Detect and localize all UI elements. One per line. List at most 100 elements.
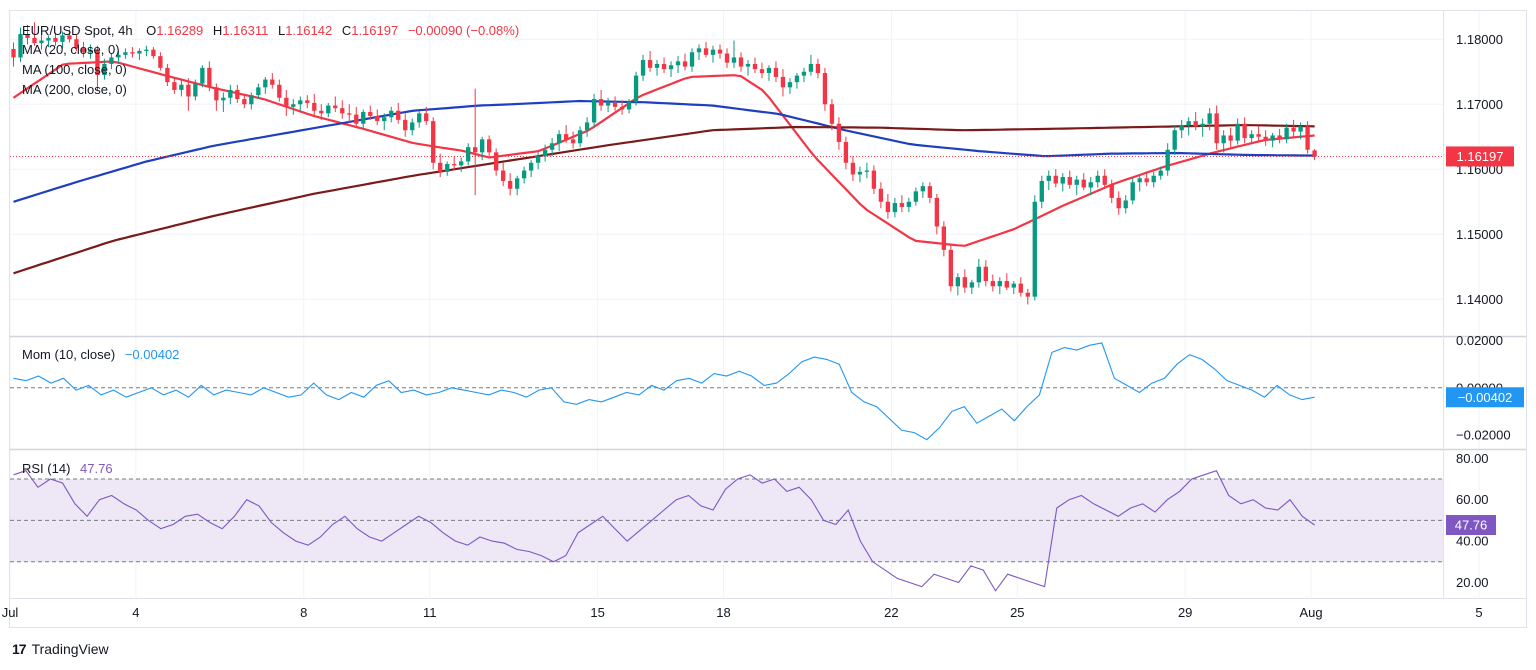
candle[interactable] <box>207 61 212 92</box>
time-tick-label[interactable]: 29 <box>1178 605 1192 620</box>
candle[interactable] <box>997 277 1002 295</box>
candle[interactable] <box>556 130 562 152</box>
candle[interactable] <box>333 96 338 113</box>
candle[interactable] <box>710 45 716 63</box>
candle[interactable] <box>88 44 93 59</box>
candle[interactable] <box>1144 171 1149 187</box>
candle[interactable] <box>899 195 905 213</box>
candle[interactable] <box>1291 119 1296 137</box>
candle[interactable] <box>738 52 744 72</box>
candle[interactable] <box>445 161 450 176</box>
candle[interactable] <box>598 89 604 111</box>
candle[interactable] <box>459 157 464 172</box>
momentum-last-badge[interactable] <box>1446 387 1524 408</box>
candle[interactable] <box>682 53 688 71</box>
candle[interactable] <box>403 113 408 137</box>
candle[interactable] <box>829 99 835 131</box>
candle[interactable] <box>1305 121 1310 154</box>
candle[interactable] <box>130 47 135 58</box>
candle[interactable] <box>1256 126 1261 142</box>
time-tick-label[interactable]: 8 <box>300 605 307 620</box>
candle[interactable] <box>864 162 870 179</box>
candle[interactable] <box>878 182 884 209</box>
rsi-tick-label[interactable]: 40.00 <box>1456 534 1489 549</box>
candles[interactable] <box>11 22 1317 305</box>
candle[interactable] <box>661 57 667 74</box>
candle[interactable] <box>843 136 849 170</box>
candle[interactable] <box>39 32 44 50</box>
candle[interactable] <box>1060 173 1065 192</box>
candle[interactable] <box>591 93 597 128</box>
candle[interactable] <box>1228 127 1233 149</box>
candle[interactable] <box>144 45 149 57</box>
candle[interactable] <box>885 193 891 219</box>
candle[interactable] <box>242 93 247 109</box>
candle[interactable] <box>654 60 660 76</box>
candle[interactable] <box>906 197 912 213</box>
candle[interactable] <box>137 48 142 61</box>
rsi-tick-label[interactable]: 20.00 <box>1456 575 1489 590</box>
candle[interactable] <box>647 50 653 72</box>
candle[interactable] <box>780 69 786 97</box>
candle[interactable] <box>417 110 422 128</box>
candle[interactable] <box>473 88 478 196</box>
candle[interactable] <box>102 58 107 80</box>
candle[interactable] <box>46 35 51 48</box>
candle[interactable] <box>1102 169 1107 189</box>
candle[interactable] <box>382 113 387 131</box>
candle[interactable] <box>53 32 58 46</box>
candle[interactable] <box>773 61 779 83</box>
candle[interactable] <box>626 99 632 114</box>
candle[interactable] <box>1109 179 1114 204</box>
candle[interactable] <box>305 95 310 109</box>
candle[interactable] <box>983 260 988 287</box>
candle[interactable] <box>67 29 72 43</box>
time-tick-label[interactable]: 25 <box>1010 605 1024 620</box>
candle[interactable] <box>752 57 758 74</box>
candle[interactable] <box>291 99 296 115</box>
candle[interactable] <box>766 65 772 81</box>
candle[interactable] <box>955 273 961 296</box>
candle[interactable] <box>361 109 366 129</box>
candle[interactable] <box>32 22 37 46</box>
candle[interactable] <box>235 84 240 103</box>
candle[interactable] <box>228 84 233 105</box>
candle[interactable] <box>563 125 569 144</box>
candle[interactable] <box>892 197 898 218</box>
candle[interactable] <box>822 67 828 111</box>
candle[interactable] <box>1158 166 1163 180</box>
tradingview-branding[interactable]: 17 TradingView <box>12 641 109 657</box>
candle[interactable] <box>1137 174 1142 192</box>
candle[interactable] <box>969 279 974 295</box>
candle[interactable] <box>486 135 492 157</box>
candle[interactable] <box>263 76 268 94</box>
candle[interactable] <box>871 165 877 194</box>
candle[interactable] <box>1263 130 1268 146</box>
candle[interactable] <box>577 126 583 148</box>
candle[interactable] <box>466 143 471 166</box>
candle[interactable] <box>410 118 415 136</box>
candle[interactable] <box>1039 175 1044 209</box>
candle[interactable] <box>186 78 191 111</box>
candle[interactable] <box>1018 277 1023 297</box>
candle[interactable] <box>1242 117 1247 144</box>
candle[interactable] <box>948 244 954 292</box>
candle[interactable] <box>298 96 303 111</box>
candle[interactable] <box>584 117 590 137</box>
candle[interactable] <box>116 50 121 64</box>
candle[interactable] <box>1116 191 1121 215</box>
price-tick-label[interactable]: 1.14000 <box>1456 292 1503 307</box>
rsi-tick-label[interactable]: 80.00 <box>1456 451 1489 466</box>
price-tick-label[interactable]: 1.18000 <box>1456 32 1503 47</box>
candle[interactable] <box>81 41 86 58</box>
candle[interactable] <box>1067 170 1072 189</box>
candle[interactable] <box>1214 105 1219 150</box>
candle[interactable] <box>507 173 513 196</box>
candle[interactable] <box>214 83 219 111</box>
candle[interactable] <box>605 97 611 113</box>
candle[interactable] <box>535 152 541 170</box>
candle[interactable] <box>794 73 800 89</box>
candle[interactable] <box>1088 177 1093 196</box>
candle[interactable] <box>1298 122 1303 140</box>
candle[interactable] <box>375 109 380 126</box>
